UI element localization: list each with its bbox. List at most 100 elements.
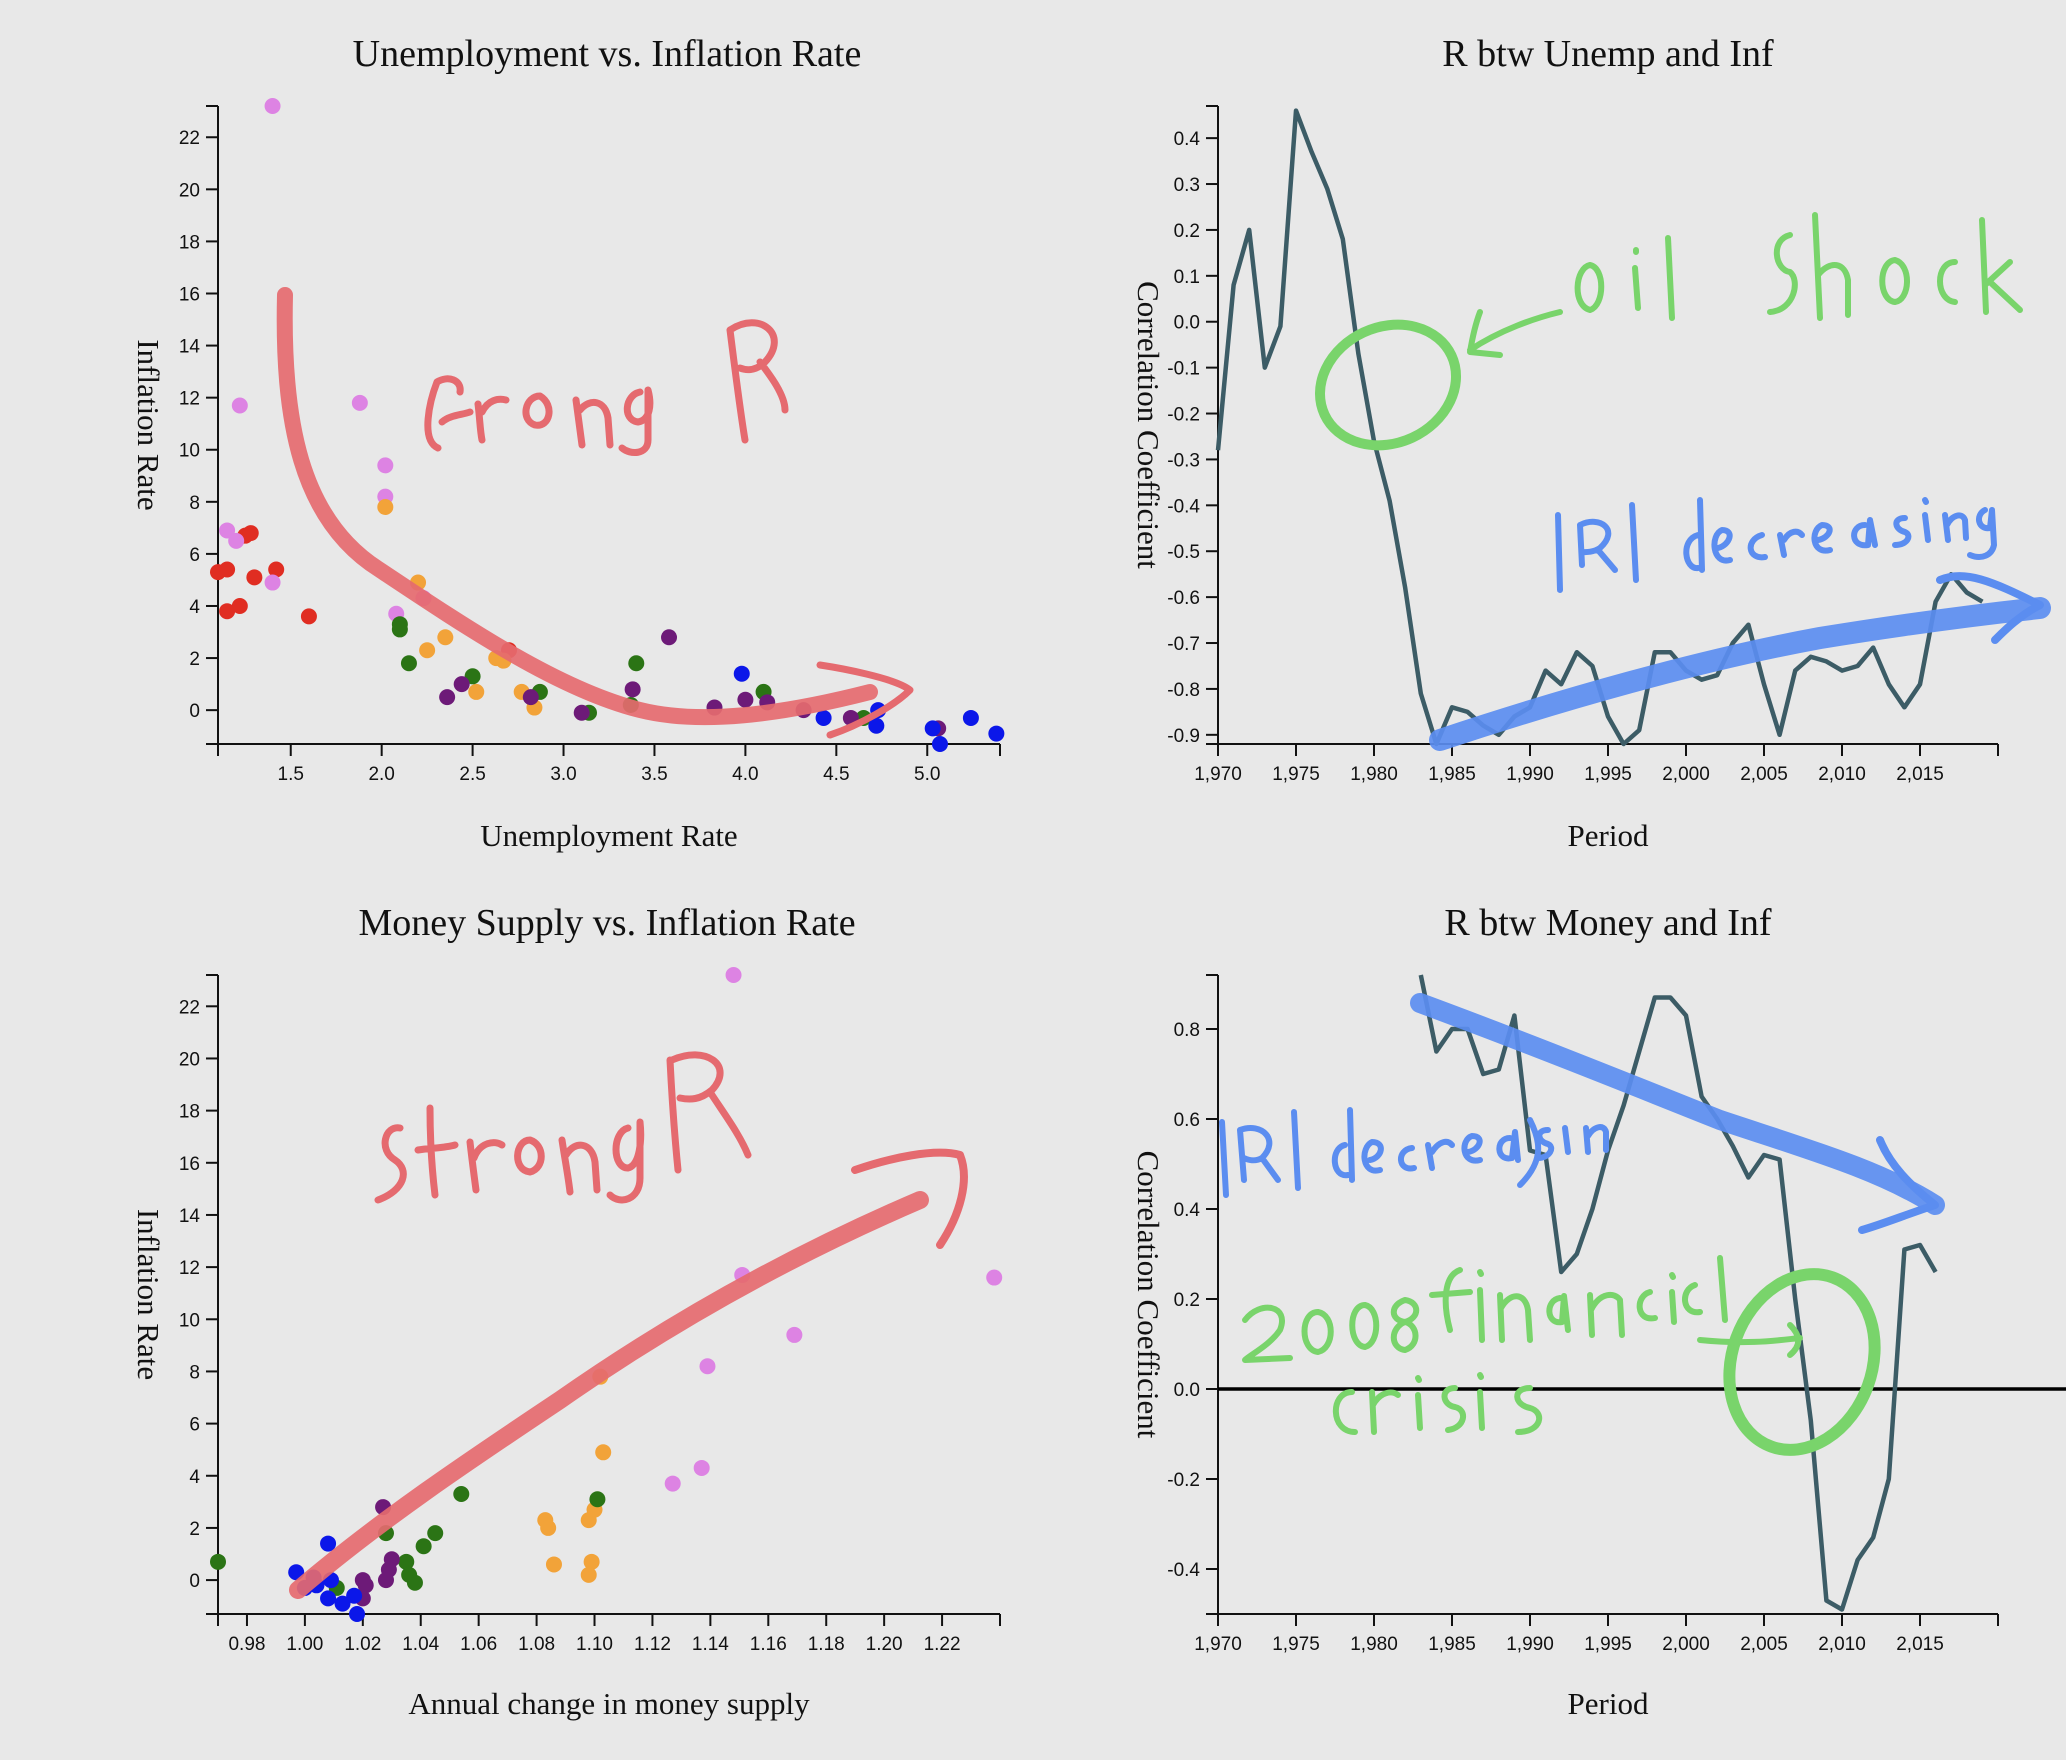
y-tick-label: -0.7: [1167, 634, 1200, 655]
y-tick-label: 22: [179, 128, 200, 149]
scatter-point: [246, 569, 263, 586]
scatter-point: [427, 1525, 444, 1542]
y-tick-label: 14: [179, 337, 201, 358]
y-tick-label: 0: [189, 701, 200, 722]
y-tick-label: 12: [179, 1258, 200, 1279]
x-tick-label: 4.0: [732, 764, 758, 785]
y-tick-label: 22: [179, 997, 200, 1018]
scatter-point: [595, 1444, 612, 1461]
y-axis-label: Correlation Coefficient: [1131, 1151, 1166, 1439]
scatter-point: [733, 665, 750, 682]
handwritten-annotations: [276, 212, 2051, 1599]
y-tick-label: 0: [189, 1571, 200, 1592]
crisis-text-crisis: [1332, 1372, 1543, 1435]
x-tick-label: 1,985: [1428, 1634, 1476, 1655]
x-tick-label: 3.0: [550, 764, 576, 785]
scatter-point: [988, 725, 1005, 742]
scatter-point: [419, 642, 436, 659]
scatter-point: [931, 736, 948, 752]
scatter-point: [439, 689, 456, 706]
y-tick-label: 8: [189, 1362, 200, 1383]
x-tick-label: 1,970: [1194, 1634, 1242, 1655]
x-tick-label: 4.5: [823, 764, 849, 785]
y-tick-label: 16: [179, 1154, 200, 1175]
scatter-point: [583, 1553, 600, 1570]
scatter-point: [377, 1572, 394, 1589]
scatter-point: [468, 683, 485, 700]
x-tick-label: 2,015: [1896, 764, 1944, 785]
scatter-point: [406, 1574, 423, 1591]
scatter-point: [242, 525, 259, 542]
x-tick-label: 2,000: [1662, 764, 1710, 785]
scatter-point: [437, 629, 454, 646]
r-decreasing-arrow-2: [1410, 993, 1945, 1215]
x-tick-label: 5.0: [914, 764, 940, 785]
scatter-point: [815, 709, 832, 726]
strong-r-annotation: [374, 1051, 752, 1204]
x-tick-label: 0.98: [228, 1634, 265, 1655]
x-tick-label: 2.0: [368, 764, 394, 785]
y-tick-label: -0.4: [1167, 496, 1200, 517]
y-axis-label: Inflation Rate: [131, 339, 166, 510]
x-tick-label: 1.08: [518, 1634, 555, 1655]
y-tick-label: 8: [189, 493, 200, 514]
scatter-point: [693, 1459, 710, 1476]
x-tick-label: 1,995: [1584, 1634, 1632, 1655]
scatter-point: [624, 681, 641, 698]
x-tick-label: 1,980: [1350, 764, 1398, 785]
chart-title: R btw Unemp and Inf: [1442, 33, 1774, 75]
arrow-head: [1936, 572, 2044, 644]
arrow-head: [816, 661, 914, 739]
y-tick-label: 4: [189, 597, 200, 618]
scatter-point: [357, 1577, 374, 1594]
y-tick-label: -0.3: [1167, 450, 1200, 471]
x-axis-label: Period: [1568, 1686, 1649, 1721]
x-tick-label: 1,975: [1272, 1634, 1320, 1655]
x-axis-label: Annual change in money supply: [408, 1686, 810, 1721]
arrow-head: [1858, 1136, 1939, 1234]
scatter-points: [210, 967, 1003, 1622]
x-tick-label: 1.18: [808, 1634, 845, 1655]
y-tick-label: 18: [179, 1102, 200, 1123]
y-tick-label: 6: [189, 1415, 200, 1436]
scatter-point: [924, 720, 941, 737]
x-tick-label: 2,010: [1818, 1634, 1866, 1655]
downward-curve-arrow: [276, 287, 878, 726]
scatter-point: [219, 561, 236, 578]
scatter-point: [377, 499, 394, 516]
y-tick-label: 0.0: [1174, 313, 1200, 334]
scatter-point: [219, 522, 236, 539]
arrow-head: [851, 1148, 968, 1249]
scatter-point: [986, 1269, 1003, 1286]
y-tick-label: 20: [179, 1049, 200, 1070]
scatter-point: [415, 1538, 432, 1555]
x-tick-label: 1,995: [1584, 764, 1632, 785]
x-tick-label: 2,005: [1740, 764, 1788, 785]
x-tick-label: 1.06: [460, 1634, 497, 1655]
oil-shock-text: [1574, 212, 2023, 321]
y-axis-label: Correlation Coefficient: [1131, 281, 1166, 569]
y-tick-label: 0.2: [1174, 1290, 1200, 1311]
scatter-point: [664, 1475, 681, 1492]
chart-panel-r-money-inf: R btw Money and Inf Period Correlation Coe…: [1131, 902, 2066, 1721]
y-tick-label: -0.8: [1167, 680, 1200, 701]
scatter-point: [737, 691, 754, 708]
scatter-point: [962, 709, 979, 726]
strong-r-annotation: [424, 319, 789, 456]
scatter-point: [377, 457, 394, 474]
y-tick-label: -0.5: [1167, 542, 1200, 563]
scatter-point: [400, 655, 417, 672]
y-axis-label: Inflation Rate: [131, 1209, 166, 1380]
y-tick-label: 2: [189, 1519, 200, 1540]
y-tick-label: 6: [189, 545, 200, 566]
x-tick-label: 3.5: [641, 764, 667, 785]
scatter-point: [210, 1553, 226, 1570]
y-tick-label: 0.8: [1174, 1020, 1200, 1041]
y-tick-label: 0.3: [1174, 175, 1200, 196]
y-tick-label: 0.4: [1174, 129, 1201, 150]
scatter-point: [228, 532, 245, 549]
x-tick-label: 1.22: [924, 1634, 961, 1655]
y-tick-label: 10: [179, 441, 200, 462]
y-tick-label: -0.2: [1167, 405, 1200, 426]
x-tick-label: 1,975: [1272, 764, 1320, 785]
